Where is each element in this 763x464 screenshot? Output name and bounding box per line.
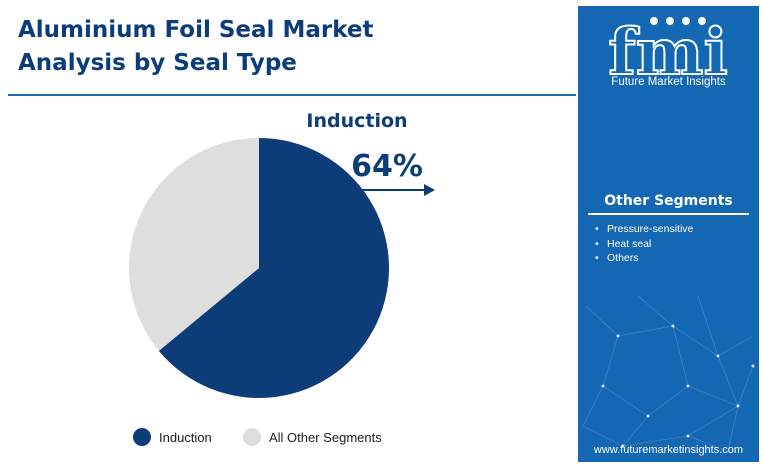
logo-company-name: Future Market Insights [611,76,726,88]
segment-item: Others [594,251,693,266]
title-line-2: Analysis by Seal Type [18,50,297,76]
other-segments-list: Pressure-sensitive Heat seal Others [594,222,693,266]
brand-sidebar: fmi Future Market Insights Other Segment… [578,6,759,462]
pie-slice-all-other-segments [129,138,259,351]
legend-label-induction: Induction [159,429,212,445]
legend-item-other: All Other Segments [243,428,382,446]
pie-slice-induction [158,138,389,399]
chart-title: Aluminium Foil Seal Market Analysis by S… [18,14,373,80]
induction-segment-label: Induction [306,110,407,132]
legend-swatch-other [243,428,261,446]
title-divider [8,94,576,96]
title-line-1: Aluminium Foil Seal Market [18,17,374,43]
website-url: www.futuremarketinsights.com [593,444,744,456]
segment-item: Pressure-sensitive [594,222,693,237]
legend-item-induction: Induction [133,428,212,446]
other-segments-heading: Other Segments [604,193,733,209]
induction-share-label: 64% [351,149,423,184]
segment-item: Heat seal [594,237,693,252]
pie-slices [129,138,389,399]
legend-label-other: All Other Segments [269,429,382,445]
logo-letters: fmi [608,15,728,90]
pie-chart: Induction 64% [129,110,435,399]
network-pattern [582,295,755,452]
other-segments-divider [588,213,749,215]
legend-swatch-induction [133,428,151,446]
fmi-logo: fmi [607,14,729,90]
callout-arrow-head [424,184,435,196]
